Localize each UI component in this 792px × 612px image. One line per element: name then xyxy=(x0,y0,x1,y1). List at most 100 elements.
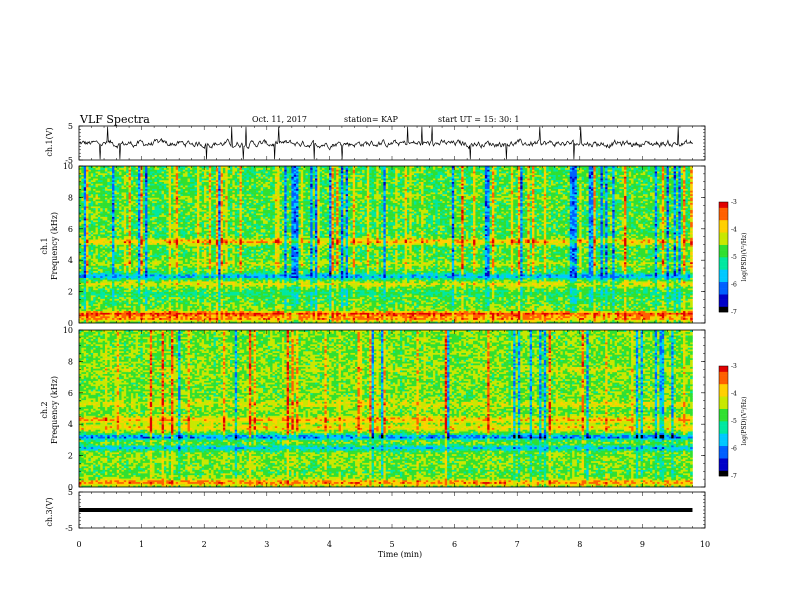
spectrogram-cell xyxy=(355,300,358,302)
spectrogram-cell xyxy=(589,318,592,320)
spectrogram-cell xyxy=(322,316,325,318)
spectrogram-cell xyxy=(402,313,405,315)
spectrogram-cell xyxy=(225,311,228,313)
spectrogram-cell xyxy=(416,311,419,313)
spectrogram-cell xyxy=(492,314,495,316)
spectrogram-cell xyxy=(457,311,460,313)
spectrogram-cell xyxy=(652,302,655,304)
spectrogram-cell xyxy=(157,299,160,301)
spectrogram-cell xyxy=(339,306,342,308)
spectrogram-cell xyxy=(383,300,386,302)
spectrogram-cell xyxy=(308,311,311,313)
spectrogram-cell xyxy=(329,311,332,313)
spectrogram-cell xyxy=(348,320,351,322)
spectrogram-cell xyxy=(605,302,608,304)
spectrogram-cell xyxy=(202,300,205,302)
spectrogram-cell xyxy=(461,311,464,313)
spectrogram-cell xyxy=(596,316,599,318)
spectrogram-cell xyxy=(593,320,596,322)
spectrogram-cell xyxy=(263,299,266,301)
spectrogram-cell xyxy=(244,306,247,308)
spectrogram-cell xyxy=(147,311,150,313)
spectrogram-cell xyxy=(412,320,415,322)
spectrogram-cell xyxy=(268,311,271,313)
spectrogram-cell xyxy=(402,318,405,320)
spectrogram-cell xyxy=(478,300,481,302)
spectrogram-cell xyxy=(376,299,379,301)
spectrogram-cell xyxy=(343,307,346,309)
spectrogram-cell xyxy=(331,309,334,311)
spectrogram-cell xyxy=(176,320,179,322)
spectrogram-cell xyxy=(287,299,290,301)
spectrogram-cell xyxy=(320,314,323,316)
spectrogram-cell xyxy=(589,320,592,322)
spectrogram-cell xyxy=(157,304,160,306)
spectrogram-cell xyxy=(223,311,226,313)
spectrogram-cell xyxy=(126,307,129,309)
spectrogram-cell xyxy=(84,309,87,311)
spectrogram-cell xyxy=(610,300,613,302)
spectrogram-cell xyxy=(126,302,129,304)
spectrogram-cell xyxy=(129,299,132,301)
spectrogram-cell xyxy=(197,307,200,309)
spectrogram-cell xyxy=(626,302,629,304)
spectrogram-cell xyxy=(306,314,309,316)
spectrogram-cell xyxy=(683,306,686,308)
spectrogram-cell xyxy=(393,314,396,316)
spectrogram-cell xyxy=(221,302,224,304)
spectrogram-cell xyxy=(445,314,448,316)
spectrogram-cell xyxy=(544,302,547,304)
spectrogram-cell xyxy=(641,300,644,302)
spectrogram-cell xyxy=(516,300,519,302)
spectrogram-cell xyxy=(558,314,561,316)
spectrogram-cell xyxy=(329,300,332,302)
spectrogram-cell xyxy=(239,300,242,302)
spectrogram-cell xyxy=(504,316,507,318)
spectrogram-cell xyxy=(683,309,686,311)
spectrogram-cell xyxy=(423,307,426,309)
spectrogram-cell xyxy=(593,309,596,311)
spectrogram-cell xyxy=(107,306,110,308)
spectrogram-cell xyxy=(103,306,106,308)
spectrogram-cell xyxy=(306,302,309,304)
spectrogram-cell xyxy=(164,318,167,320)
spectrogram-cell xyxy=(659,307,662,309)
spectrogram-cell xyxy=(650,313,653,315)
spectrogram-cell xyxy=(567,309,570,311)
spectrogram-cell xyxy=(636,306,639,308)
spectrogram-cell xyxy=(190,313,193,315)
spectrogram-cell xyxy=(473,306,476,308)
spectrogram-cell xyxy=(152,311,155,313)
spectrogram-cell xyxy=(636,316,639,318)
spectrogram-cell xyxy=(192,320,195,322)
spectrogram-cell xyxy=(386,320,389,322)
spectrogram-cell xyxy=(247,307,250,309)
spectrogram-cell xyxy=(138,307,141,309)
spectrogram-cell xyxy=(301,300,304,302)
spectrogram-cell xyxy=(185,302,188,304)
spectrogram-cell xyxy=(197,318,200,320)
spectrogram-cell xyxy=(664,313,667,315)
spectrogram-cell xyxy=(523,313,526,315)
spectrogram-cell xyxy=(523,300,526,302)
spectrogram-cell xyxy=(81,316,84,318)
spectrogram-cell xyxy=(129,304,132,306)
spectrogram-cell xyxy=(631,306,634,308)
spectrogram-cell xyxy=(466,309,469,311)
spectrogram-cell xyxy=(204,307,207,309)
spectrogram-cell xyxy=(275,320,278,322)
spectrogram-cell xyxy=(619,318,622,320)
spectrogram-cell xyxy=(452,307,455,309)
spectrogram-cell xyxy=(431,320,434,322)
spectrogram-cell xyxy=(124,299,127,301)
spectrogram-cell xyxy=(388,311,391,313)
spectrogram-cell xyxy=(223,314,226,316)
spectrogram-cell xyxy=(308,316,311,318)
spectrogram-cell xyxy=(136,320,139,322)
spectrogram-cell xyxy=(119,306,122,308)
spectrogram-cell xyxy=(152,300,155,302)
spectrogram-cell xyxy=(579,302,582,304)
spectrogram-cell xyxy=(362,304,365,306)
spectrogram-cell xyxy=(664,306,667,308)
spectrogram-cell xyxy=(237,314,240,316)
